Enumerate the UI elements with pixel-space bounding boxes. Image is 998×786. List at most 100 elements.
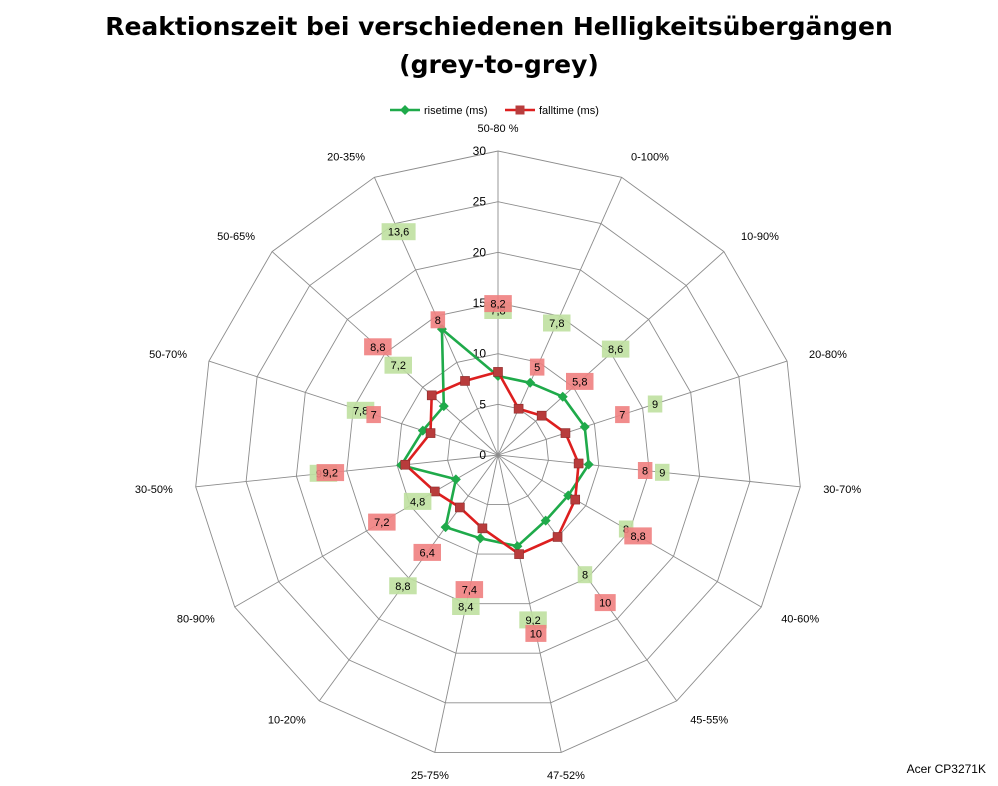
rise-point (579, 421, 590, 432)
fall-data-label: 8 (637, 462, 653, 479)
category-label: 10-20% (268, 715, 306, 727)
category-label: 20-35% (327, 151, 365, 163)
radial-tick-label: 15 (473, 296, 487, 310)
rise-data-label: 8 (577, 566, 593, 584)
fall-point (552, 532, 563, 542)
grid-ring (195, 150, 801, 753)
data-label-bg (381, 223, 416, 241)
series-line (399, 327, 591, 548)
data-label-text: 7,8 (353, 405, 368, 417)
footnote: Acer CP3271K (906, 762, 986, 776)
grid-ring (447, 403, 549, 506)
rise-point (440, 522, 451, 533)
rise-point (512, 541, 523, 552)
rise-point (557, 391, 568, 402)
data-label-text: 7,2 (374, 517, 389, 529)
data-label-text: 8,6 (608, 344, 623, 356)
fall-point (573, 458, 584, 469)
data-label-bg (364, 338, 392, 356)
fall-data-label: 10 (525, 624, 547, 642)
fall-data-label: 8,2 (484, 295, 512, 313)
rise-data-label: 8,4 (452, 598, 480, 615)
data-label-text: 9 (652, 399, 658, 411)
fall-data-label: 10 (594, 594, 616, 612)
grid-ring (245, 201, 751, 704)
category-label: 50-80 % (478, 123, 519, 135)
fall-data-label: 7 (615, 406, 630, 424)
fall-point (513, 403, 524, 414)
legend-label: risetime (ms) (424, 105, 488, 117)
fall-data-label: 8 (430, 311, 446, 329)
data-label-bg (601, 340, 630, 358)
data-label-bg (566, 372, 594, 390)
fall-point (477, 523, 488, 534)
data-label-bg (384, 356, 412, 374)
data-label-bg (519, 611, 547, 629)
legend-square-icon (515, 105, 525, 115)
radial-tick-label: 25 (473, 195, 487, 209)
data-label-bg (543, 314, 571, 332)
rise-point (525, 377, 536, 388)
data-label-bg (637, 462, 653, 479)
rise-data-label: 8,8 (389, 577, 417, 595)
rise-data-label: 4,8 (403, 492, 432, 510)
grid-spoke (497, 454, 562, 753)
chart-title-line-2: (grey-to-grey) (399, 50, 599, 79)
fall-data-label: 5 (529, 358, 545, 376)
series-layer (396, 324, 594, 559)
data-label-bg (525, 624, 547, 642)
fall-data-label: 8,8 (364, 338, 392, 356)
fall-point (425, 428, 436, 438)
data-label-bg (655, 463, 670, 481)
rise-data-label: 13,6 (381, 223, 416, 241)
grid-spoke (195, 454, 499, 488)
data-label-text: 8 (582, 570, 588, 582)
legend-diamond-icon (400, 105, 410, 115)
rise-point (583, 459, 594, 470)
fall-point (455, 502, 465, 513)
data-labels: 7,87,88,699889,28,48,84,89,67,87,213,68,… (309, 223, 670, 642)
data-label-text: 7 (371, 410, 377, 422)
fall-data-label: 8,8 (624, 527, 652, 545)
chart-title-line-1: Reaktionszeit bei verschiedenen Helligke… (105, 12, 893, 41)
data-label-text: 5,8 (572, 376, 587, 388)
data-label-text: 7,4 (462, 585, 477, 597)
fall-point (400, 459, 411, 470)
fall-data-label: 7,4 (455, 581, 484, 599)
rise-data-label: 9 (647, 395, 663, 413)
category-label: 80-90% (177, 614, 215, 626)
data-label-bg (484, 295, 512, 313)
fall-point (460, 376, 470, 386)
data-label-text: 8 (435, 315, 441, 327)
category-label: 30-50% (135, 484, 173, 496)
rise-data-label: 9 (655, 463, 670, 481)
data-label-bg (647, 395, 663, 413)
series-line (403, 370, 580, 556)
chart-title: Reaktionszeit bei verschiedenen Helligke… (0, 8, 998, 84)
data-label-bg (455, 581, 484, 599)
fall-point (430, 486, 440, 497)
category-label: 45-55% (690, 715, 728, 727)
data-label-bg (368, 513, 396, 531)
data-label-text: 8,8 (630, 531, 645, 543)
rise-data-label: 7,2 (384, 356, 412, 374)
category-labels: 50-80 % 0-100% 10-90% 20-80% 30-70% 40-60% 45-… (135, 123, 861, 782)
legend-item: risetime (ms) (390, 105, 488, 117)
category-label: 10-90% (741, 231, 779, 243)
rise-point (475, 533, 486, 544)
fall-point (570, 494, 581, 505)
fall-point (514, 549, 524, 559)
data-label-text: 8,8 (370, 342, 385, 354)
data-label-text: 13,6 (388, 227, 409, 239)
data-label-text: 10 (599, 598, 611, 610)
data-label-text: 9,2 (323, 468, 338, 480)
rise-point (540, 515, 551, 526)
radial-tick-label: 20 (473, 245, 487, 259)
data-label-text: 8 (642, 466, 648, 478)
grid-spoke (497, 360, 788, 456)
radar-grid (195, 150, 801, 753)
category-label: 50-70% (149, 349, 187, 361)
data-label-text: 10 (530, 628, 542, 640)
legend-label: falltime (ms) (539, 105, 599, 117)
